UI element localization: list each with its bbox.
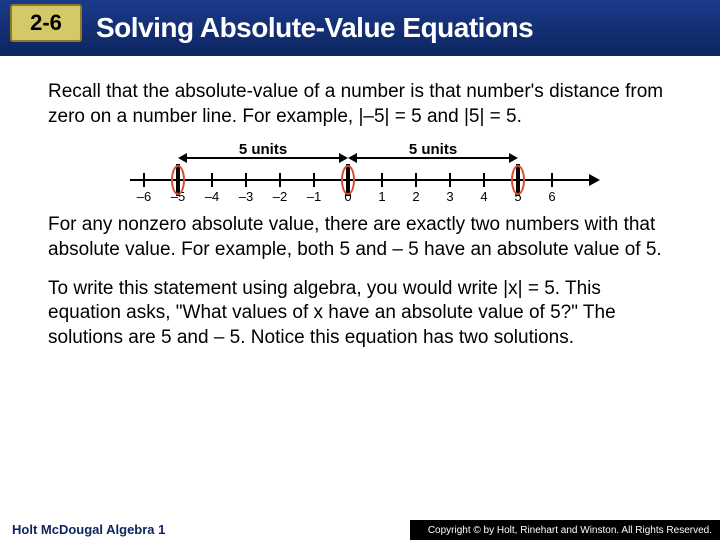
numberline-tick <box>483 173 485 187</box>
numberline-tick <box>279 173 281 187</box>
numberline-label: –4 <box>205 189 219 204</box>
numberline-label: –2 <box>273 189 287 204</box>
footer: Holt McDougal Algebra 1 Copyright © by H… <box>0 518 720 540</box>
numberline-label: 3 <box>446 189 453 204</box>
numberline-container: –6–5–4–3–2–101234565 units5 units <box>48 143 672 203</box>
footer-left-text: Holt McDougal Algebra 1 <box>0 522 165 537</box>
segment-label-left: 5 units <box>239 141 287 158</box>
numberline-tick <box>245 173 247 187</box>
arrow-head-icon <box>348 153 357 163</box>
paragraph-3: To write this statement using algebra, y… <box>48 277 672 351</box>
numberline-tick <box>415 173 417 187</box>
paragraph-2: For any nonzero absolute value, there ar… <box>48 213 672 262</box>
numberline-tick <box>551 173 553 187</box>
numberline-label: 6 <box>548 189 555 204</box>
segment-label-right: 5 units <box>409 141 457 158</box>
numberline-tick <box>313 173 315 187</box>
highlight-oval <box>341 165 355 195</box>
numberline-tick <box>449 173 451 187</box>
axis-arrow-right-icon <box>589 174 600 186</box>
numberline-tick <box>211 173 213 187</box>
section-number: 2-6 <box>30 10 62 36</box>
arrow-head-icon <box>339 153 348 163</box>
arrow-head-icon <box>509 153 518 163</box>
numberline-tick <box>143 173 145 187</box>
numberline: –6–5–4–3–2–101234565 units5 units <box>130 143 590 203</box>
content-area: Recall that the absolute-value of a numb… <box>0 56 720 351</box>
numberline-tick <box>381 173 383 187</box>
numberline-label: 1 <box>378 189 385 204</box>
numberline-label: –3 <box>239 189 253 204</box>
arrow-head-icon <box>178 153 187 163</box>
numberline-label: 2 <box>412 189 419 204</box>
highlight-oval <box>171 165 185 195</box>
highlight-oval <box>511 165 525 195</box>
header-bar: 2-6 Solving Absolute-Value Equations <box>0 0 720 56</box>
page-title: Solving Absolute-Value Equations <box>96 12 533 44</box>
footer-copyright: Copyright © by Holt, Rinehart and Winsto… <box>410 520 720 540</box>
section-badge: 2-6 <box>10 4 82 42</box>
paragraph-1: Recall that the absolute-value of a numb… <box>48 80 672 129</box>
numberline-label: –6 <box>137 189 151 204</box>
numberline-label: 4 <box>480 189 487 204</box>
numberline-label: –1 <box>307 189 321 204</box>
